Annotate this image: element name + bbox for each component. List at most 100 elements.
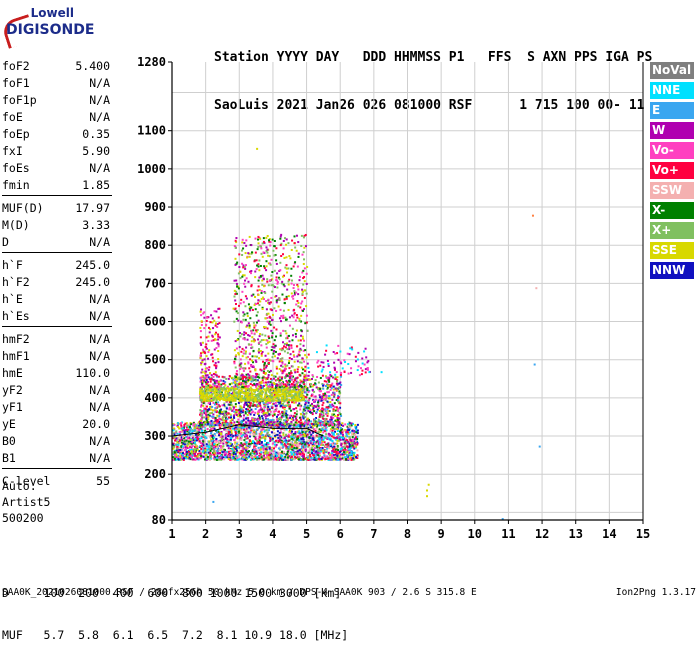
echo-point [322, 421, 324, 423]
echo-point [190, 458, 192, 460]
echo-point [196, 436, 198, 438]
echo-point [279, 437, 281, 439]
echo-point [232, 445, 234, 447]
echo-point [293, 458, 295, 460]
echo-point [229, 423, 231, 425]
echo-point [353, 452, 355, 454]
echo-point [300, 335, 302, 337]
echo-point [305, 449, 307, 451]
echo-point [344, 456, 346, 458]
echo-point [327, 410, 329, 412]
echo-point [191, 447, 193, 449]
echo-point [307, 440, 309, 442]
echo-point [260, 421, 262, 423]
echo-point [338, 390, 340, 392]
echo-point [227, 455, 229, 457]
echo-point [268, 454, 270, 456]
echo-point [240, 392, 242, 394]
echo-point [330, 430, 332, 432]
echo-point [311, 395, 313, 397]
echo-point [313, 410, 315, 412]
echo-point [310, 440, 312, 442]
echo-point [270, 459, 272, 461]
echo-point [334, 443, 336, 445]
echo-point [353, 455, 355, 457]
echo-point [327, 387, 329, 389]
echo-point [202, 405, 204, 407]
echo-point [238, 395, 240, 397]
echo-point [261, 441, 263, 443]
echo-point [292, 415, 294, 417]
echo-point [271, 400, 273, 402]
echo-point [332, 410, 334, 412]
echo-point [209, 459, 211, 461]
echo-point [309, 424, 311, 426]
echo-point [289, 415, 291, 417]
echo-point [269, 390, 271, 392]
echo-point [324, 408, 326, 410]
echo-point [319, 399, 321, 401]
echo-point [286, 458, 288, 460]
echo-point [291, 449, 293, 451]
echo-point [273, 403, 275, 405]
echo-point [288, 440, 290, 442]
echo-point [336, 428, 338, 430]
echo-point [296, 420, 298, 422]
echo-point [230, 450, 232, 452]
echo-point [269, 452, 271, 454]
echo-point [340, 444, 342, 446]
echo-point [357, 430, 359, 432]
echo-point [230, 434, 232, 436]
echo-point [222, 416, 224, 418]
echo-point [214, 441, 216, 443]
echo-point [245, 422, 247, 424]
echo-point [182, 446, 184, 448]
echo-point [186, 440, 188, 442]
echo-point [255, 451, 257, 453]
echo-point [350, 447, 352, 449]
echo-point [303, 439, 305, 441]
echo-point [315, 450, 317, 452]
echo-point [290, 442, 292, 444]
echo-point [265, 443, 267, 445]
echo-point [353, 446, 355, 448]
echo-point [325, 381, 327, 383]
echo-point [224, 384, 226, 386]
echo-point [291, 446, 293, 448]
echo-point [321, 407, 323, 409]
echo-point [242, 451, 244, 453]
echo-point [309, 447, 311, 449]
echo-point [184, 432, 186, 434]
echo-point [207, 456, 209, 458]
echo-point [233, 406, 235, 408]
echo-point [321, 414, 323, 416]
echo-point [214, 392, 216, 394]
echo-point [267, 404, 269, 406]
echo-point [313, 428, 315, 430]
echo-point [323, 437, 325, 439]
echo-point [179, 447, 181, 449]
echo-point [295, 442, 297, 444]
echo-point [208, 400, 210, 402]
echo-point [173, 437, 175, 439]
echo-point [214, 433, 216, 435]
echo-point [276, 422, 278, 424]
echo-point [333, 386, 335, 388]
echo-point [282, 390, 284, 392]
echo-point [295, 401, 297, 403]
echo-point [321, 458, 323, 460]
echo-point [240, 427, 242, 429]
echo-point [269, 440, 271, 442]
echo-point [223, 410, 225, 412]
echo-point [201, 399, 203, 401]
echo-point [243, 406, 245, 408]
echo-point [264, 423, 266, 425]
echo-point [352, 444, 354, 446]
echo-point [251, 394, 253, 396]
echo-point [334, 451, 336, 453]
echo-point [185, 446, 187, 448]
echo-point [298, 402, 300, 404]
echo-point [332, 458, 334, 460]
echo-point [261, 429, 263, 431]
echo-point [191, 453, 193, 455]
